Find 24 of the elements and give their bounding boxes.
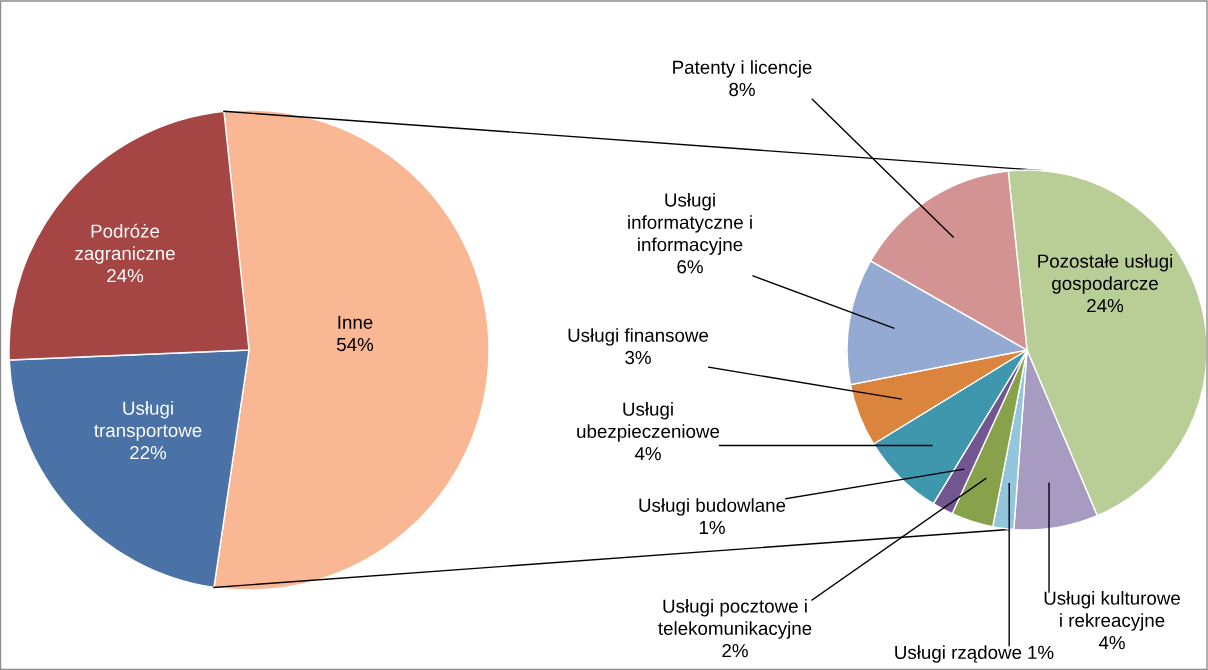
- data-label: 1%: [699, 520, 725, 535]
- slice-label: Usługi transportowe: [94, 401, 202, 441]
- data-label: 24%: [107, 268, 144, 283]
- slice-label: Usługi finansowe: [568, 328, 709, 346]
- data-label: 2%: [722, 643, 748, 658]
- data-label: 24%: [1087, 298, 1124, 313]
- slice-label: Usługi budowlane: [639, 498, 786, 516]
- data-label: 54%: [336, 337, 374, 352]
- slice-label: Patenty i licencje: [673, 60, 812, 78]
- data-label: 3%: [625, 350, 651, 365]
- data-label: 8%: [729, 82, 755, 97]
- slice-label: Podróże zagraniczne: [75, 223, 175, 264]
- slice-label: Usługi kulturowe i rekreacyjne: [1044, 591, 1180, 631]
- data-label: 4%: [1098, 636, 1125, 650]
- slice-label: Inne: [338, 315, 373, 329]
- slice-label: Pozostałe usługi gospodarcze: [1038, 254, 1173, 294]
- slice-label: Usługi pocztowe i telekomunikacyjne: [658, 599, 812, 639]
- data-label: 4%: [634, 447, 661, 461]
- slice-label: Usługi informatyczne i informacyjne: [628, 192, 752, 255]
- slice-label: Usługi rządowe: [895, 645, 1022, 663]
- slice-label: Usługi ubezpieczeniowe: [577, 402, 720, 442]
- data-label: 6%: [677, 260, 703, 274]
- data-label: 22%: [130, 445, 167, 460]
- data-label: 1%: [1028, 645, 1054, 659]
